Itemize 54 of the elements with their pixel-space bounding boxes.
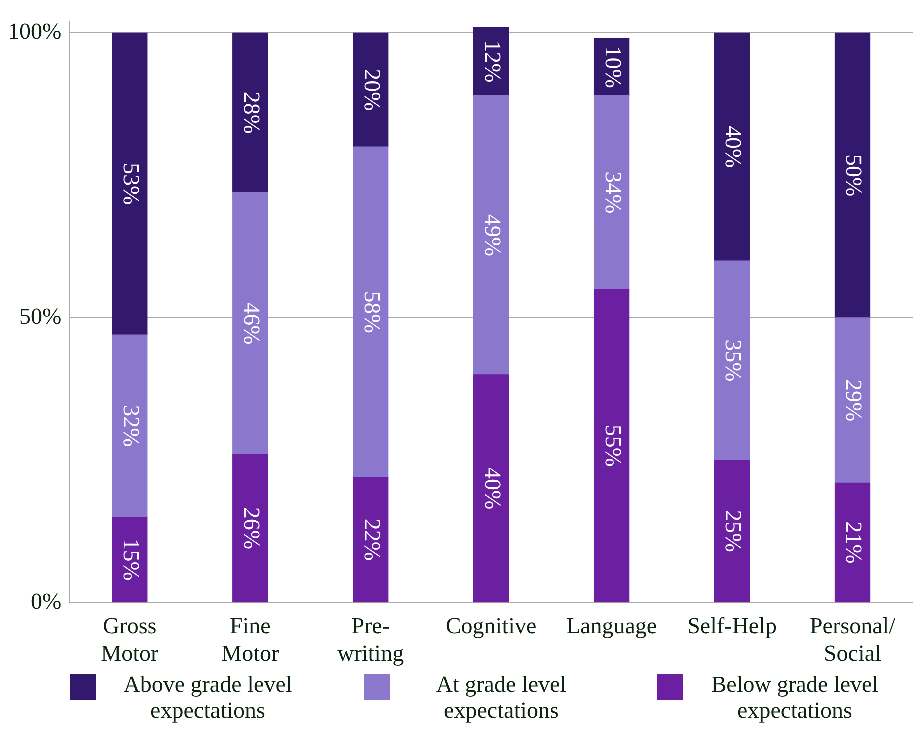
x-tick-label: Fine Motor	[222, 614, 280, 666]
bar	[112, 517, 148, 603]
bar	[112, 334, 148, 518]
x-tick-label: Self-Help	[688, 614, 777, 639]
y-tick-label: 100%	[8, 19, 62, 44]
data-label: 25%	[721, 510, 746, 552]
data-label: 22%	[360, 518, 385, 561]
x-tick-label: Gross Motor	[101, 614, 159, 666]
bar	[353, 146, 389, 478]
data-label: 15%	[118, 538, 144, 581]
bar	[232, 32, 268, 194]
data-label: 21%	[842, 522, 867, 564]
data-label: 32%	[118, 405, 144, 448]
data-label: 35%	[721, 340, 746, 382]
data-label: 29%	[842, 380, 867, 422]
data-label: 40%	[721, 126, 746, 168]
bar	[474, 96, 510, 376]
legend-label: Above grade level expectations	[122, 672, 294, 724]
bar	[594, 289, 630, 603]
y-tick-label: 0%	[30, 588, 62, 614]
x-tick-label: Personal/Social	[810, 614, 896, 666]
bar	[232, 192, 268, 456]
bar	[834, 32, 871, 318]
data-label: 55%	[600, 424, 626, 467]
legend-label: At grade level expectations	[435, 672, 568, 724]
data-label: 50%	[842, 154, 867, 197]
bar	[474, 374, 510, 603]
x-tick-label: Pre-writing	[338, 614, 405, 666]
bar	[474, 27, 510, 96]
data-label: 53%	[118, 163, 144, 206]
bar	[232, 454, 268, 603]
data-label: 12%	[480, 40, 506, 83]
bar	[834, 482, 871, 603]
bar	[353, 477, 389, 603]
legend-label: Below grade level expectations	[710, 672, 880, 724]
data-label: 58%	[360, 291, 385, 334]
bar	[714, 32, 750, 262]
data-label: 46%	[239, 302, 264, 345]
data-label: 34%	[600, 172, 626, 214]
data-label: 26%	[239, 507, 264, 550]
data-label: 40%	[480, 468, 506, 510]
bar	[594, 96, 630, 290]
y-tick-label: 50%	[19, 304, 62, 330]
data-label: 49%	[480, 214, 506, 256]
x-tick-label: Cognitive	[446, 614, 537, 639]
bar	[714, 260, 750, 461]
bar	[834, 318, 871, 484]
x-tick-label: Language	[566, 614, 658, 639]
bar	[714, 460, 750, 603]
bar	[353, 32, 389, 148]
bar	[112, 32, 148, 336]
data-label: 28%	[239, 92, 264, 134]
data-label: 10%	[600, 46, 626, 88]
data-label: 20%	[360, 69, 385, 112]
